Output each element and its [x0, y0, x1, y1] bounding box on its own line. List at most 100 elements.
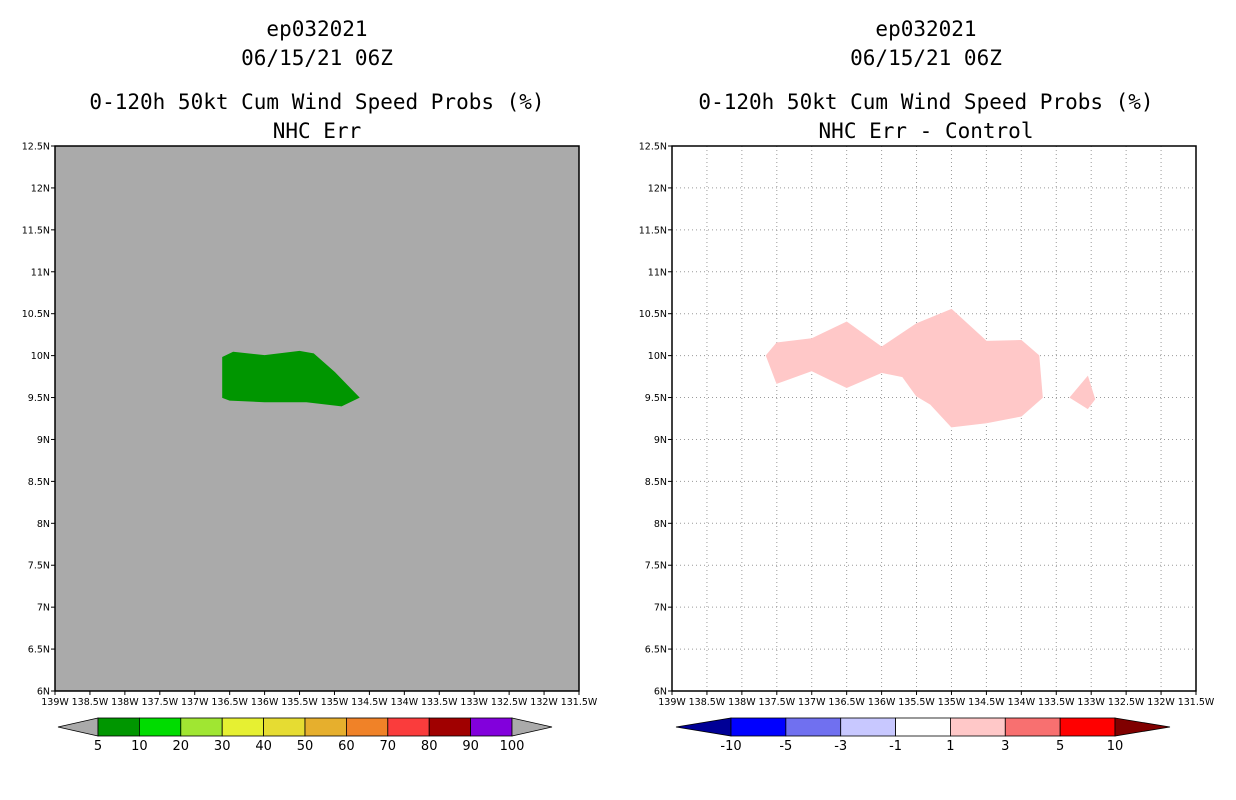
right-ytick-label: 6N [654, 687, 667, 698]
right-ytick-label: 12N [648, 183, 667, 194]
left-datetime: 06/15/21 06Z [241, 46, 393, 70]
left-ytick-label: 7N [37, 603, 50, 614]
left-colorbar-under [57, 717, 99, 737]
right-colorbar-label: -1 [889, 739, 902, 754]
right-xtick-label: 131.5W [1178, 697, 1215, 708]
right-colorbar-over [1114, 717, 1171, 737]
left-xtick-label: 134.5W [351, 697, 388, 708]
right-ytick-label: 8N [654, 519, 667, 530]
right-ytick-label: 7N [654, 603, 667, 614]
right-colorbar-swatch [730, 717, 787, 737]
left-colorbar-swatch [345, 717, 389, 737]
right-chart-title: 0-120h 50kt Cum Wind Speed Probs (%) [698, 90, 1154, 114]
left-ytick-label: 8.5N [28, 477, 50, 488]
right-colorbar-label: 1 [946, 739, 954, 754]
left-colorbar-label: 70 [380, 739, 397, 754]
left-xtick-label: 137.5W [142, 697, 179, 708]
right-xtick-label: 135.5W [898, 697, 935, 708]
left-xtick-label: 132.5W [491, 697, 528, 708]
right-storm-id: ep032021 [875, 17, 977, 41]
left-colorbar-label: 60 [338, 739, 355, 754]
right-ytick-label: 12.5N [639, 142, 667, 153]
right-xtick-label: 138.5W [689, 697, 726, 708]
right-colorbar-label: -5 [779, 739, 792, 754]
left-xtick-label: 131.5W [561, 697, 598, 708]
right-ytick-label: 11N [648, 267, 667, 278]
right-colorbar-under [675, 717, 732, 737]
right-region-1 [1069, 375, 1096, 410]
left-xtick-label: 136.5W [211, 697, 248, 708]
left-xtick-label: 132W [530, 697, 558, 708]
right-xtick-label: 137W [798, 697, 826, 708]
right-colorbar-swatch [950, 717, 1006, 737]
left-xtick-label: 138.5W [72, 697, 109, 708]
left-colorbar-over [511, 717, 553, 737]
right-plot-frame [671, 145, 1197, 692]
left-ytick-label: 9.5N [28, 393, 50, 404]
left-xtick-label: 135.5W [281, 697, 318, 708]
right-xtick-label: 132.5W [1108, 697, 1145, 708]
left-ytick-label: 12N [31, 183, 50, 194]
left-xtick-label: 135W [321, 697, 349, 708]
right-ytick-label: 9N [654, 435, 667, 446]
left-colorbar-swatch [470, 717, 513, 737]
left-ytick-label: 12.5N [22, 142, 50, 153]
right-ytick-label: 9.5N [645, 393, 667, 404]
right-xtick-label: 132W [1147, 697, 1175, 708]
left-xtick-label: 137W [181, 697, 209, 708]
left-plot-area [55, 146, 579, 691]
right-colorbar-swatch [895, 717, 951, 737]
right-xtick-label: 139W [658, 697, 686, 708]
right-xtick-label: 136W [868, 697, 896, 708]
right-colorbar-label: 3 [1001, 739, 1009, 754]
left-storm-id: ep032021 [266, 17, 368, 41]
right-colorbar-swatch [785, 717, 842, 737]
left-colorbar-label: 100 [500, 739, 525, 754]
right-xtick-label: 134.5W [968, 697, 1005, 708]
right-ytick-label: 10.5N [639, 309, 667, 320]
left-colorbar-label: 20 [173, 739, 190, 754]
right-colorbar-swatch [1059, 717, 1116, 737]
right-colorbar-label: -10 [720, 739, 741, 754]
left-colorbar-label: 30 [214, 739, 231, 754]
left-colorbar-swatch [428, 717, 472, 737]
right-xtick-label: 133W [1077, 697, 1105, 708]
right-xtick-label: 138W [728, 697, 756, 708]
left-colorbar-swatch [97, 717, 140, 737]
right-colorbar-label: 5 [1056, 739, 1064, 754]
left-xtick-label: 134W [391, 697, 419, 708]
right-plot-area [672, 146, 1196, 691]
left-plot-frame [54, 145, 580, 692]
left-colorbar-label: 10 [131, 739, 148, 754]
left-ytick-label: 9N [37, 435, 50, 446]
left-ytick-label: 7.5N [28, 561, 50, 572]
left-ytick-label: 11.5N [22, 225, 50, 236]
left-colorbar-swatch [221, 717, 264, 737]
left-ytick-label: 6.5N [28, 645, 50, 656]
left-colorbar-label: 40 [255, 739, 272, 754]
right-colorbar-label: 10 [1107, 739, 1124, 754]
left-ytick-label: 11N [31, 267, 50, 278]
right-xtick-label: 135W [938, 697, 966, 708]
left-ytick-label: 8N [37, 519, 50, 530]
right-datetime: 06/15/21 06Z [850, 46, 1002, 70]
right-xtick-label: 136.5W [828, 697, 865, 708]
right-colorbar-swatch [1004, 717, 1061, 737]
left-colorbar-swatch [263, 717, 306, 737]
right-colorbar-label: -3 [834, 739, 847, 754]
left-chart-subtitle: NHC Err [272, 119, 362, 143]
left-ytick-label: 10.5N [22, 309, 50, 320]
right-colorbar-swatch [840, 717, 896, 737]
right-xtick-label: 134W [1008, 697, 1036, 708]
left-ytick-label: 6N [37, 687, 50, 698]
left-chart-title: 0-120h 50kt Cum Wind Speed Probs (%) [89, 90, 545, 114]
right-chart-subtitle: NHC Err - Control [818, 119, 1034, 143]
left-region-0 [222, 350, 360, 407]
left-xtick-label: 133.5W [421, 697, 458, 708]
right-ytick-label: 7.5N [645, 561, 667, 572]
right-ytick-label: 10N [648, 351, 667, 362]
left-xtick-label: 138W [111, 697, 139, 708]
left-colorbar-swatch [138, 717, 182, 737]
left-xtick-label: 133W [460, 697, 488, 708]
